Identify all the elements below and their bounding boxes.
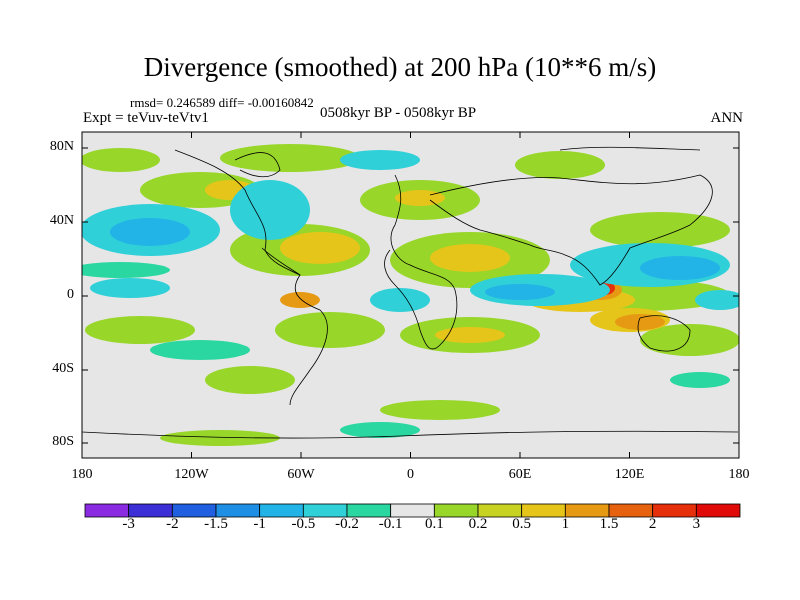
colorbar-label: 3 (692, 516, 701, 532)
lon-tick-label: 120E (614, 467, 645, 482)
plot-title: Divergence (smoothed) at 200 hPa (10**6 … (143, 52, 657, 82)
experiment-label: Expt = teVuv-teVtv1 (83, 110, 209, 126)
lat-tick-label: 40N (49, 213, 74, 228)
field-negative-faint (82, 262, 730, 438)
season-label: ANN (710, 110, 744, 126)
colorbar-label: -0.5 (291, 516, 316, 532)
lon-tick-label: 60E (508, 467, 532, 482)
period-label: 0508kyr BP - 0508kyr BP (320, 105, 477, 121)
colorbar-label: -1 (253, 516, 266, 532)
coastlines (82, 146, 739, 439)
map-field (82, 132, 739, 458)
lat-tick-label: 80S (52, 434, 74, 449)
colorbar-label: 0.5 (512, 516, 532, 532)
lon-tick-label: 60W (287, 467, 315, 482)
colorbar-label: 0.2 (468, 516, 488, 532)
colorbar-label: -2 (166, 516, 179, 532)
axis-ticks (81, 132, 740, 458)
lon-tick-label: 0 (407, 467, 414, 482)
lon-tick-label: 180 (71, 467, 93, 482)
lon-tick-label: 180 (728, 467, 750, 482)
colorbar-label: -1.5 (204, 516, 228, 532)
lat-tick-label: 0 (67, 287, 74, 302)
lat-tick-label: 40S (52, 361, 74, 376)
colorbar-label: 1.5 (599, 516, 619, 532)
colorbar-label: -0.1 (378, 516, 403, 532)
colorbar-label: -3 (122, 516, 135, 532)
colorbar-label: 0.1 (424, 516, 444, 532)
colorbar-label: -0.2 (335, 516, 359, 532)
stats-text: rmsd= 0.246589 diff= -0.00160842 (130, 95, 314, 110)
lon-tick-label: 120W (174, 467, 209, 482)
colorbar-swatch (695, 503, 741, 518)
colorbar-label: 2 (648, 516, 657, 532)
field-negative-moderate (110, 218, 720, 300)
colorbar-label: 1 (561, 516, 570, 532)
lat-tick-label: 80N (49, 139, 74, 154)
